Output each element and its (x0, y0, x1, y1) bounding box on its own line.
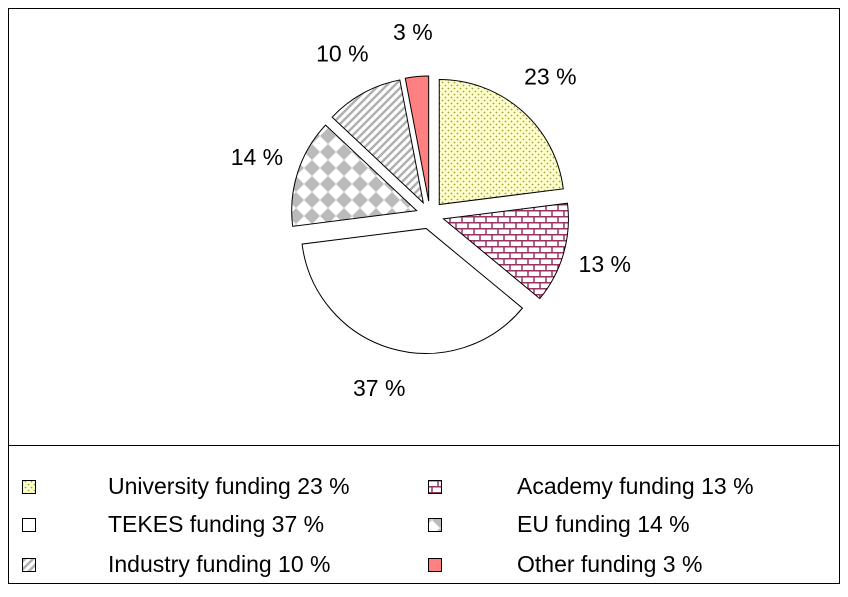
legend-swatch (428, 518, 442, 532)
data-label: 37 % (353, 375, 405, 401)
pie-slice (404, 75, 430, 202)
legend-swatch (22, 480, 36, 494)
legend-frame (8, 445, 840, 584)
legend-swatch (22, 518, 36, 532)
legend-label: TEKES funding 37 % (108, 511, 324, 537)
legend-label: Academy funding 13 % (517, 473, 754, 499)
data-label: 23 % (524, 64, 576, 90)
legend-label: Other funding 3 % (517, 551, 702, 577)
pie-slice (291, 124, 418, 227)
pie-slice (301, 227, 524, 354)
data-label: 3 % (393, 19, 433, 45)
legend-label: Industry funding 10 % (108, 551, 330, 577)
pie-slice (438, 78, 564, 206)
legend-swatch (22, 558, 36, 572)
legend-label: University funding 23 % (108, 473, 350, 499)
legend-label: EU funding 14 % (517, 511, 690, 537)
data-label: 13 % (579, 251, 631, 277)
legend-swatch (428, 558, 442, 572)
legend-swatch (428, 480, 442, 494)
pie-slice (331, 79, 425, 205)
pie-slice (442, 202, 569, 300)
data-label: 14 % (231, 144, 283, 170)
data-label: 10 % (316, 41, 368, 67)
